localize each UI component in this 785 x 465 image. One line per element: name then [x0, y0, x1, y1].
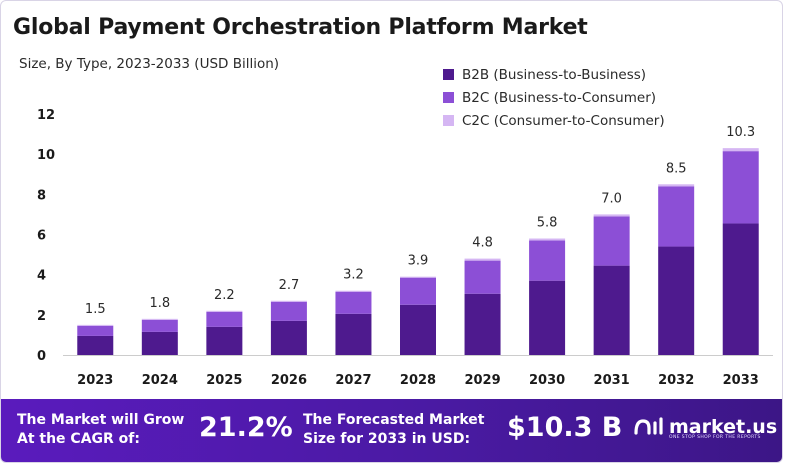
- x-tick-label: 2031: [594, 373, 630, 388]
- x-tick-label: 2027: [335, 373, 371, 388]
- y-tick-label: 10: [37, 148, 55, 163]
- brand-name: market.us: [669, 415, 778, 438]
- bar-segment-c2c: [400, 276, 436, 278]
- y-tick-label: 12: [37, 108, 55, 123]
- bar-total-label: 2.2: [214, 288, 235, 303]
- forecast-label-line2: Size for 2033 in USD:: [303, 431, 471, 447]
- bar-total-label: 8.5: [666, 161, 687, 176]
- y-tick-label: 0: [37, 349, 46, 364]
- y-tick-label: 2: [37, 309, 46, 324]
- bar-segment-c2c: [270, 300, 307, 302]
- cagr-value: 21.2%: [199, 412, 293, 443]
- bar-segment-b2b: [141, 331, 178, 355]
- legend-label-c2c: C2C (Consumer-to-Consumer): [462, 112, 665, 129]
- market-us-logo-icon: [634, 417, 663, 435]
- x-tick-label: 2024: [142, 373, 178, 388]
- bar-segment-b2c: [464, 260, 501, 294]
- x-tick-label: 2025: [206, 373, 242, 388]
- stacked-bar-chart: 0 2 4 6 8 10 12 1.5 2023 1.8 2024 2.2 2025 2.7 2026 3.2…: [37, 108, 773, 388]
- bar-segment-c2c: [722, 148, 759, 152]
- bar-segment-b2c: [335, 291, 372, 314]
- legend-label-b2c: B2C (Business-to-Consumer): [462, 89, 657, 106]
- cagr-label: The Market will Grow At the CAGR of:: [17, 411, 184, 449]
- bar-segment-b2b: [658, 246, 695, 355]
- x-tick-label: 2023: [77, 373, 113, 388]
- bar-segment-c2c: [593, 214, 630, 217]
- bar-total-label: 3.9: [408, 254, 429, 269]
- x-tick-label: 2026: [271, 373, 307, 388]
- legend-swatch-b2c: [443, 92, 454, 103]
- legend-label-b2b: B2B (Business-to-Business): [462, 66, 647, 83]
- footer-banner: The Market will Grow At the CAGR of: 21.…: [1, 399, 782, 462]
- bar-segment-b2b: [529, 280, 566, 355]
- bar-segment-b2b: [77, 335, 114, 355]
- brand-tagline: ONE STOP SHOP FOR THE REPORTS: [669, 435, 761, 440]
- bar-segment-b2c: [141, 319, 178, 332]
- bar-segment-b2c: [529, 240, 566, 281]
- x-tick-label: 2029: [464, 373, 500, 388]
- bar-total-label: 5.8: [537, 216, 558, 231]
- bar-total-label: 4.8: [472, 236, 493, 251]
- y-tick-label: 4: [37, 269, 46, 284]
- bar-segment-b2b: [335, 313, 372, 355]
- bar-segment-b2b: [400, 304, 436, 355]
- x-tick-label: 2032: [658, 373, 694, 388]
- brand-logo: market.us ONE STOP SHOP FOR THE REPORTS: [633, 415, 778, 440]
- legend-item-b2c: B2C (Business-to-Consumer): [443, 86, 665, 109]
- legend-swatch-b2b: [443, 69, 454, 80]
- legend: B2B (Business-to-Business) B2C (Business…: [443, 63, 665, 132]
- bar-segment-b2b: [722, 223, 759, 355]
- bar-segment-c2c: [529, 238, 566, 241]
- legend-item-b2b: B2B (Business-to-Business): [443, 63, 665, 86]
- cagr-label-line2: At the CAGR of:: [17, 431, 140, 447]
- bar-total-label: 1.8: [149, 296, 170, 311]
- bar-segment-b2c: [658, 186, 695, 247]
- bar-segment-c2c: [77, 324, 114, 326]
- bar-segment-b2c: [593, 216, 630, 266]
- bar-segment-b2b: [593, 265, 630, 355]
- bar-segment-b2c: [270, 301, 307, 321]
- chart-title: Global Payment Orchestration Platform Ma…: [13, 15, 588, 40]
- bar-total-label: 1.5: [85, 302, 106, 317]
- chart-subtitle: Size, By Type, 2023-2033 (USD Billion): [19, 56, 280, 72]
- bar-segment-b2b: [206, 326, 243, 355]
- bar-segment-b2c: [206, 311, 243, 327]
- x-tick-label: 2030: [529, 373, 565, 388]
- bar-segment-b2c: [77, 325, 114, 336]
- bar-segment-c2c: [464, 258, 501, 261]
- cagr-label-line1: The Market will Grow: [17, 412, 185, 428]
- bar-segment-b2c: [400, 277, 436, 305]
- bar-segment-b2c: [722, 151, 759, 224]
- bar-segment-b2b: [270, 320, 307, 355]
- bar-segment-b2b: [464, 293, 501, 355]
- forecast-label-line1: The Forecasted Market: [303, 412, 485, 428]
- bar-total-label: 7.0: [601, 191, 622, 206]
- y-tick-label: 6: [37, 229, 46, 244]
- legend-item-c2c: C2C (Consumer-to-Consumer): [443, 109, 665, 132]
- bar-segment-c2c: [206, 310, 243, 312]
- bar-segment-c2c: [141, 318, 178, 320]
- forecast-label: The Forecasted Market Size for 2033 in U…: [303, 411, 484, 449]
- x-tick-label: 2033: [723, 373, 759, 388]
- x-tick-label: 2028: [400, 373, 436, 388]
- legend-swatch-c2c: [443, 115, 454, 126]
- bar-total-label: 10.3: [726, 125, 755, 140]
- forecast-value: $10.3 B: [507, 412, 623, 443]
- bar-segment-c2c: [335, 290, 372, 292]
- bar-total-label: 2.7: [279, 278, 300, 293]
- bar-total-label: 3.2: [343, 268, 364, 283]
- y-tick-label: 8: [37, 188, 46, 203]
- bar-segment-c2c: [658, 184, 695, 187]
